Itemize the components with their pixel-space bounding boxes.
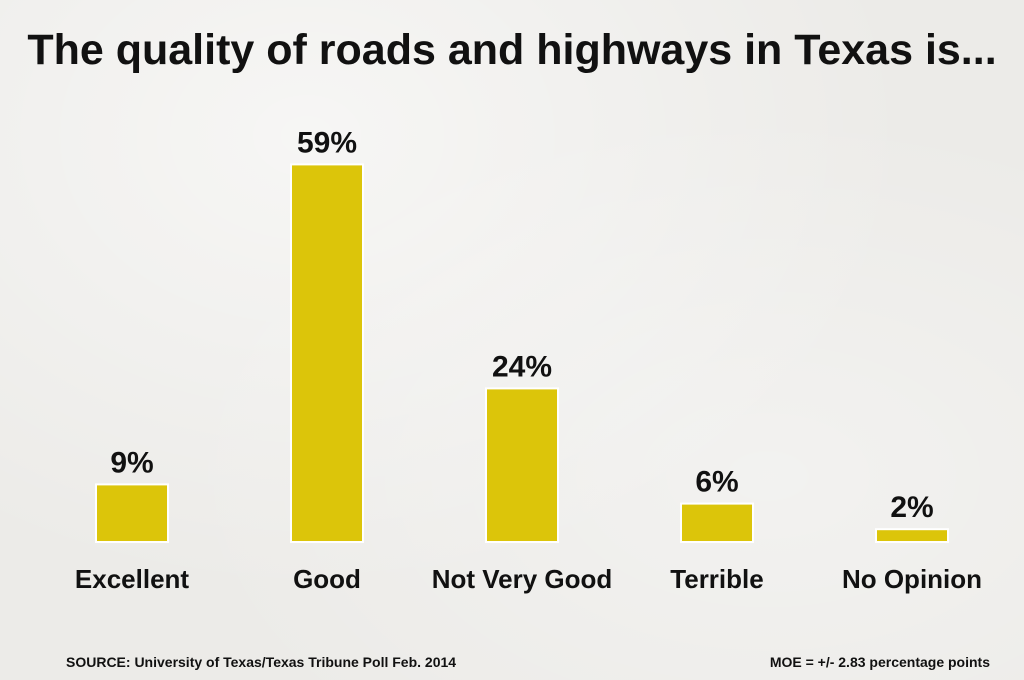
bars-group — [95, 163, 949, 544]
category-label-excellent: Excellent — [75, 564, 190, 594]
value-labels-group: 9% 59% 24% 6% 2% — [110, 126, 933, 524]
value-label-not-very-good: 24% — [492, 350, 552, 383]
category-label-terrible: Terrible — [670, 564, 763, 594]
bar-terrible — [680, 502, 754, 544]
bar-not-very-good — [485, 387, 559, 543]
value-label-excellent: 9% — [110, 446, 153, 479]
value-label-no-opinion: 2% — [890, 491, 933, 524]
category-label-no-opinion: No Opinion — [842, 564, 982, 594]
category-label-good: Good — [293, 564, 361, 594]
chart-title: The quality of roads and highways in Tex… — [27, 26, 997, 74]
value-label-terrible: 6% — [695, 466, 738, 499]
category-labels-group: Excellent Good Not Very Good Terrible No Opi… — [75, 564, 982, 594]
margin-of-error-note: MOE = +/- 2.83 percentage points — [769, 654, 990, 670]
bar-no-opinion — [875, 528, 949, 544]
source-note: SOURCE: University of Texas/Texas Tribun… — [66, 654, 457, 670]
bar-excellent — [95, 483, 169, 543]
bar-good — [290, 163, 364, 543]
category-label-not-very-good: Not Very Good — [432, 564, 613, 594]
value-label-good: 59% — [297, 126, 357, 159]
